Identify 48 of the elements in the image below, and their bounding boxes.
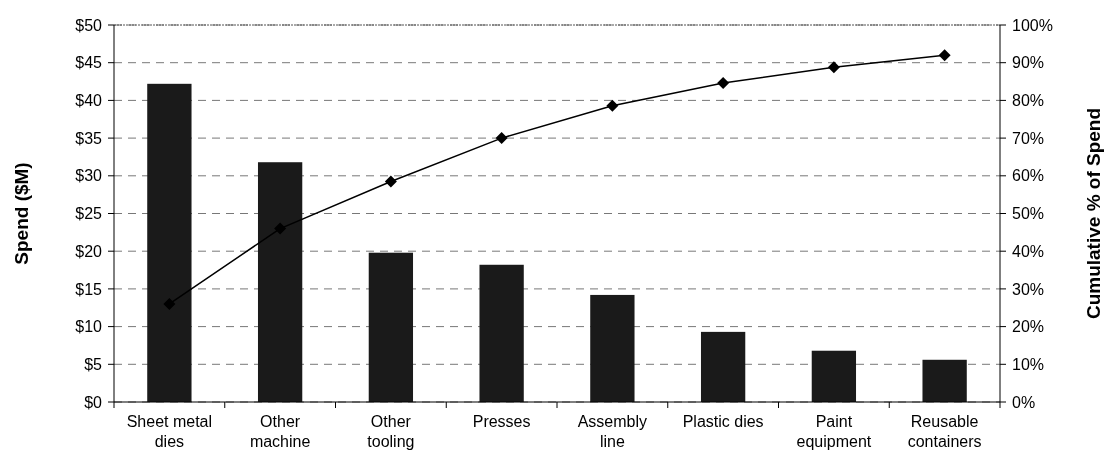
bar xyxy=(257,162,303,402)
point xyxy=(717,77,730,90)
y2-axis-title: Cumulative % of Spend xyxy=(1083,107,1104,320)
bar xyxy=(368,252,414,402)
y-tick-label: $25 xyxy=(75,205,103,223)
y-axis-title: Spend ($M) xyxy=(11,162,32,265)
y2-tick-label: 0% xyxy=(1012,393,1036,411)
x-tick-label: Presses xyxy=(472,413,531,430)
y-tick-label: $20 xyxy=(75,242,103,260)
bar xyxy=(147,83,192,402)
bar xyxy=(922,359,967,402)
y-tick-label: $5 xyxy=(84,355,103,373)
x-tick-label: Reusable containers xyxy=(907,413,982,450)
bar xyxy=(590,294,635,402)
x-tick-label: Paint equipment xyxy=(796,413,872,450)
bar xyxy=(811,350,857,402)
y2-tick-label: 40% xyxy=(1012,242,1045,260)
y2-tick-label: 80% xyxy=(1012,92,1045,109)
x-tick-label: Sheet metal dies xyxy=(126,413,213,450)
x-tick-label: Assembly line xyxy=(577,413,648,450)
bar xyxy=(700,331,746,402)
y2-tick-label: 70% xyxy=(1012,129,1045,147)
y2-tick-label: 10% xyxy=(1012,355,1045,373)
bar xyxy=(479,264,524,402)
y-tick-label: $50 xyxy=(75,16,103,34)
point xyxy=(938,49,951,62)
y2-tick-label: 20% xyxy=(1012,318,1045,336)
point xyxy=(384,175,397,188)
point xyxy=(274,222,287,235)
y-tick-label: $10 xyxy=(75,318,103,336)
y-tick-label: $45 xyxy=(75,54,103,72)
x-tick-label: Plastic dies xyxy=(682,413,764,430)
y-tick-label: $15 xyxy=(75,280,103,298)
point xyxy=(163,297,176,310)
point xyxy=(495,132,508,145)
y2-tick-label: 100% xyxy=(1012,16,1053,34)
x-tick-label: Other machine xyxy=(249,413,311,450)
point xyxy=(827,61,840,74)
y2-tick-label: 50% xyxy=(1012,205,1045,223)
y2-tick-label: 90% xyxy=(1012,54,1045,72)
y2-tick-label: 30% xyxy=(1012,280,1045,298)
y-tick-label: $0 xyxy=(84,393,103,411)
y-tick-label: $35 xyxy=(75,129,103,147)
y-tick-label: $30 xyxy=(75,167,103,185)
y2-tick-label: 60% xyxy=(1012,167,1045,185)
x-tick-label: Other tooling xyxy=(367,413,415,450)
y-tick-label: $40 xyxy=(75,92,103,109)
point xyxy=(606,99,619,112)
